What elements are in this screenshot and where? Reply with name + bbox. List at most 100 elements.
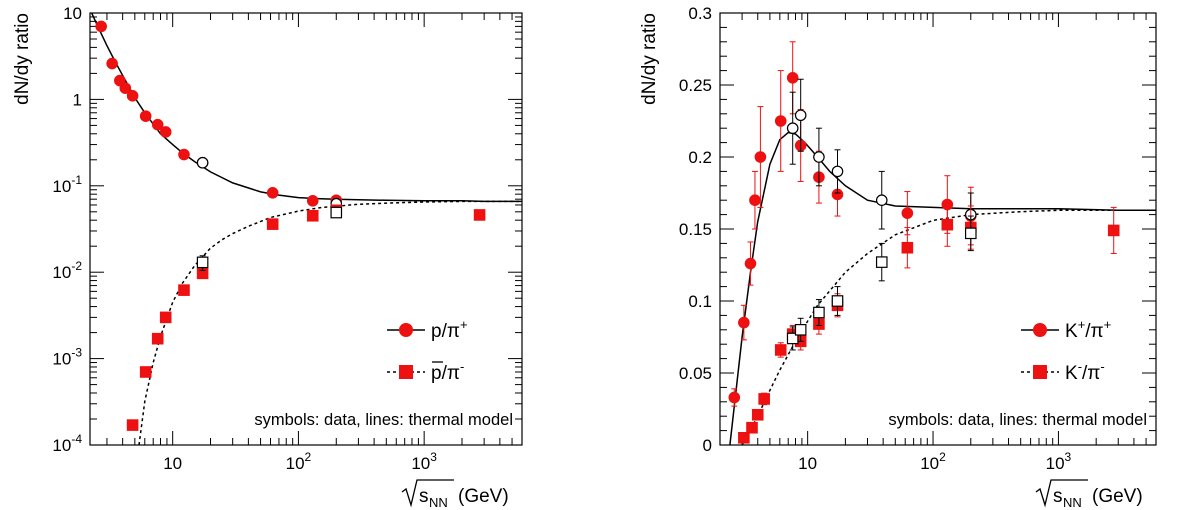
data-point-k_minus_pi_minus_data_open <box>875 256 888 268</box>
y-tick-label: 10-2 <box>52 259 82 282</box>
y-tick-label-base: 0 <box>703 436 712 455</box>
data-point-k_minus_pi_minus_data <box>758 393 770 405</box>
data-point-pbar_pi_minus_data <box>139 366 152 378</box>
y-tick-label: 10-1 <box>52 173 82 196</box>
y-tick-label: 10-3 <box>52 346 82 369</box>
legend-label-base: p/π <box>431 321 460 342</box>
x-tick-label-exponent: 3 <box>1065 450 1072 464</box>
data-point-k_minus_pi_minus_data <box>941 218 954 231</box>
y-tick-label-base: 10 <box>52 177 71 196</box>
x-tick-label-base: 10 <box>286 454 305 473</box>
data-point-p_pi_plus_data <box>151 118 164 131</box>
data-point-p_pi_plus_data_open <box>196 156 209 169</box>
y-tick-label: 0.15 <box>679 220 712 239</box>
data-point-k_plus_pi_plus_data_open <box>875 194 888 206</box>
legend-label-base: K <box>1065 363 1078 384</box>
data-point-k_minus_pi_minus_data <box>901 241 914 254</box>
data-point-k_plus_pi_plus_data <box>728 391 741 404</box>
legend-marker <box>1033 323 1047 337</box>
y-tick-label: 0 <box>703 436 712 455</box>
x-axis-title: s NN (GeV) <box>401 479 509 510</box>
data-point-p_pi_plus_data <box>306 195 319 207</box>
y-tick-label-exponent: -3 <box>71 346 82 360</box>
x-tick-label-base: 10 <box>920 454 939 473</box>
data-point-pbar_pi_minus_data <box>306 209 319 222</box>
data-point-k_plus_pi_plus_data_open <box>813 151 825 163</box>
data-point-p_pi_plus_data <box>139 110 152 122</box>
y-tick-label-exponent: -1 <box>71 173 82 187</box>
data-point-p_pi_plus_data <box>106 57 118 70</box>
y-tick-label-exponent: -2 <box>71 259 82 273</box>
legend-label-base2: /π <box>1085 321 1103 342</box>
plot-frame <box>89 12 523 446</box>
x-axis-title: s NN (GeV) <box>1035 479 1143 510</box>
data-point-k_plus_pi_plus_data <box>738 316 750 329</box>
data-point-k_plus_pi_plus_data <box>774 115 787 127</box>
y-tick-label-base: 1 <box>73 90 82 109</box>
curve-thermal_model_pbar_pi_minus <box>138 200 522 445</box>
curve-thermal_model_p_pi_plus <box>90 13 522 203</box>
data-point-k_plus_pi_plus_data <box>744 257 757 270</box>
data-point-k_plus_pi_plus_data_open <box>786 122 799 134</box>
y-tick-label-base: 0.25 <box>679 76 712 95</box>
x-tick-label-base: 10 <box>1046 454 1065 473</box>
legend: K+/π+K-/π- <box>1021 317 1111 384</box>
data-point-k_minus_pi_minus_data <box>1107 224 1120 237</box>
y-tick-label-base: 0.05 <box>679 364 712 383</box>
data-point-k_plus_pi_plus_data <box>786 72 799 84</box>
legend-label-sup2: + <box>1104 317 1112 332</box>
y-tick-label-exponent: -4 <box>71 432 82 446</box>
legend-label: p/π+ <box>431 317 468 342</box>
legend-marker <box>399 365 413 379</box>
y-tick-label-base: 0.1 <box>688 292 712 311</box>
data-point-k_plus_pi_plus_data_open <box>794 109 807 122</box>
y-tick-label: 0.3 <box>688 4 712 23</box>
y-tick-label-base: 10 <box>52 263 71 282</box>
y-tick-label-base: 10 <box>52 436 71 455</box>
x-axis-title-unit: (GeV) <box>458 486 509 507</box>
legend-label-sup: + <box>460 317 468 332</box>
curve-thermal_model_k_plus_pi_plus <box>729 131 1156 445</box>
data-point-p_pi_plus_data <box>126 90 139 102</box>
data-point-k_minus_pi_minus_data <box>738 432 750 444</box>
x-tick-label-exponent: 2 <box>939 450 946 464</box>
data-point-k_minus_pi_minus_data_open <box>831 295 844 307</box>
x-tick-label-exponent: 2 <box>305 450 312 464</box>
x-tick-label-base: 10 <box>798 454 817 473</box>
x-axis-title-sub: NN <box>1063 495 1082 510</box>
x-tick-label-base: 10 <box>411 454 430 473</box>
legend-label-base: p/π <box>431 363 460 384</box>
legend-label-sup: - <box>460 359 464 374</box>
data-point-pbar_pi_minus_data <box>266 218 279 230</box>
sqrt-sign <box>401 479 454 508</box>
data-point-k_plus_pi_plus_data <box>754 151 767 163</box>
y-tick-label: 1 <box>73 90 82 109</box>
x-tick-label: 103 <box>1046 450 1072 473</box>
x-tick-label: 102 <box>286 450 312 473</box>
y-tick-label: 0.05 <box>679 364 712 383</box>
x-tick-label: 10 <box>798 454 817 473</box>
data-point-pbar_pi_minus_data <box>126 419 139 431</box>
y-axis-title: dN/dy ratio <box>639 13 660 105</box>
data-point-k_plus_pi_plus_data <box>749 194 761 206</box>
data-point-k_plus_pi_plus_data <box>901 207 914 219</box>
annotation-text: symbols: data, lines: thermal model <box>888 411 1147 429</box>
data-point-k_minus_pi_minus_data <box>774 344 787 356</box>
data-point-pbar_pi_minus_data <box>473 209 486 221</box>
x-tick-label-base: 10 <box>163 454 182 473</box>
x-axis-title-sub: NN <box>429 495 448 510</box>
data-point-p_pi_plus_data <box>95 20 107 33</box>
y-tick-label: 10-4 <box>52 432 82 455</box>
x-tick-label-exponent: 3 <box>430 450 437 464</box>
x-tick-label: 102 <box>920 450 946 473</box>
x-axis-title-s: s <box>419 486 429 507</box>
y-tick-label: 0.25 <box>679 76 712 95</box>
legend-label-sup2: - <box>1100 359 1104 374</box>
legend-label: p/π- <box>431 359 464 384</box>
data-point-k_minus_pi_minus_data_open <box>786 332 799 345</box>
data-point-pbar_pi_minus_data_open <box>330 206 343 219</box>
data-point-p_pi_plus_data <box>159 126 172 138</box>
x-axis-title-unit: (GeV) <box>1092 486 1143 507</box>
